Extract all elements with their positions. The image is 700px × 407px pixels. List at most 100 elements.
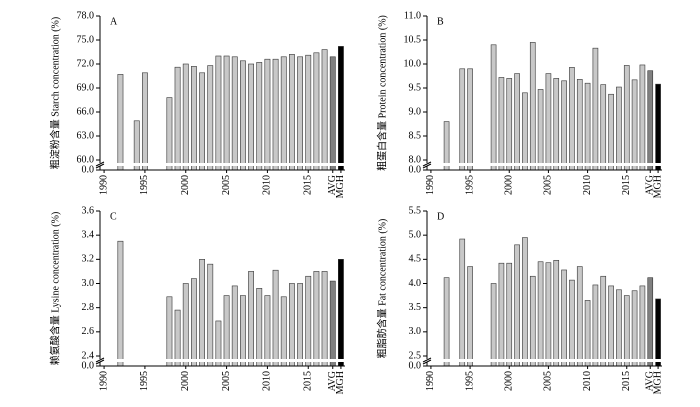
y-tick-label: 0.0: [82, 164, 95, 175]
bar: [313, 52, 320, 171]
bar: [240, 60, 246, 171]
x-tick-label: 2000: [180, 371, 191, 391]
axis-break: [94, 359, 347, 362]
y-tick-label: 2.4: [82, 350, 95, 361]
x-tick-label: 1995: [139, 371, 150, 391]
panel-label: D: [437, 211, 444, 222]
bar: [655, 298, 661, 367]
bar: [600, 275, 607, 367]
x-tick-label: MGH: [335, 371, 346, 394]
x-tick-label: 2005: [221, 371, 232, 391]
bar: [207, 65, 214, 171]
x-tick-label: 1990: [98, 175, 109, 195]
y-tick-label: 10.0: [404, 58, 422, 69]
y-tick-label: 2.8: [82, 302, 95, 313]
bar: [600, 84, 607, 171]
bar: [321, 271, 328, 367]
bar: [231, 285, 238, 367]
bar: [616, 289, 622, 367]
y-tick-label: 66.0: [77, 106, 95, 117]
bar: [305, 275, 312, 367]
axis-break: [421, 163, 664, 166]
bar: [199, 259, 205, 367]
y-tick-label: 5.5: [409, 205, 422, 216]
x-tick-label: 2015: [621, 175, 632, 195]
bar: [305, 54, 312, 171]
bar: [576, 266, 583, 367]
bar: [223, 55, 230, 171]
bar: [280, 56, 287, 171]
bar: [490, 283, 497, 367]
bar: [608, 93, 614, 171]
y-tick-label: 4.5: [409, 254, 422, 265]
break-mark: [422, 357, 432, 363]
x-tick-label: 2010: [582, 175, 593, 195]
y-tick-label: 63.0: [77, 130, 95, 141]
y-tick-label: 5.0: [409, 229, 422, 240]
bar: [459, 68, 466, 171]
bar: [443, 277, 450, 367]
bar: [506, 78, 513, 171]
bar: [338, 259, 344, 367]
break-mark: [95, 161, 105, 167]
bar: [207, 263, 214, 367]
bar: [537, 261, 544, 367]
bar: [584, 300, 591, 367]
bar: [166, 97, 173, 171]
x-tick-label: 2000: [180, 175, 191, 195]
y-tick-label: 9.5: [409, 82, 422, 93]
bar: [313, 271, 320, 367]
x-tick-label: 1995: [464, 175, 475, 195]
bar: [272, 58, 279, 171]
y-tick-label: 3.4: [82, 229, 95, 240]
bar: [329, 56, 336, 171]
y-tick-label: 3.6: [82, 205, 95, 216]
bar: [498, 262, 505, 367]
x-tick-label: AVG: [645, 175, 656, 195]
bar: [248, 271, 254, 367]
bar: [569, 67, 575, 171]
bar: [191, 66, 197, 171]
y-tick-label: 8.5: [409, 130, 422, 141]
y-tick-label: 9.0: [409, 106, 422, 117]
bar: [174, 66, 181, 171]
axis-break: [94, 163, 347, 166]
y-axis-label: 粗蛋白含量 Protein concentration (%): [375, 15, 388, 171]
bar: [631, 79, 638, 171]
bar: [182, 63, 189, 171]
bar: [459, 238, 466, 367]
bar: [174, 309, 181, 367]
panel-label: A: [110, 16, 118, 27]
bar: [329, 280, 336, 367]
panel-label: C: [110, 211, 117, 222]
bar: [569, 279, 575, 367]
y-axis-label: 粗淀粉含量 Starch concentration (%): [48, 17, 61, 169]
y-tick-label: 2.5: [409, 350, 422, 361]
x-tick-label: 2010: [582, 371, 593, 391]
bar: [467, 68, 473, 171]
bar: [264, 295, 271, 367]
x-tick-label: 1995: [139, 175, 150, 195]
y-axis-label: 粗脂肪含量 Fat concentration (%): [375, 219, 388, 359]
x-tick-label: 2015: [303, 371, 314, 391]
bar: [490, 44, 497, 171]
x-tick-label: 2015: [621, 371, 632, 391]
break-mark: [422, 161, 432, 167]
bar: [616, 86, 622, 171]
bar: [231, 56, 238, 171]
bar: [522, 92, 528, 171]
y-tick-label: 60.0: [77, 154, 95, 165]
panel-label: B: [437, 16, 444, 27]
bar: [289, 283, 295, 367]
x-tick-label: 1995: [464, 371, 475, 391]
bar: [592, 47, 599, 171]
bar: [514, 73, 520, 171]
bar: [272, 269, 279, 367]
bar: [117, 240, 124, 367]
y-tick-label: 78.0: [77, 10, 95, 21]
y-tick-label: 3.2: [82, 254, 95, 265]
bar: [142, 72, 148, 171]
bar: [467, 266, 473, 367]
bar: [576, 79, 583, 171]
